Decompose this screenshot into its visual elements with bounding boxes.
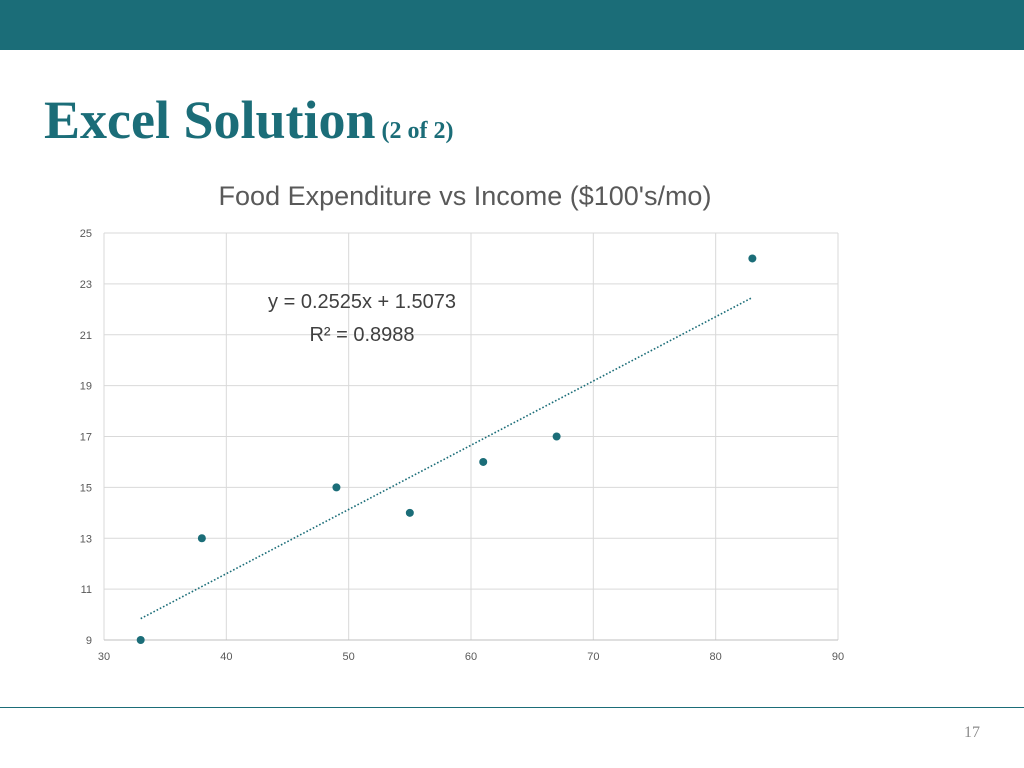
x-tick-label: 40 — [220, 651, 232, 663]
y-tick-label: 21 — [80, 330, 92, 342]
y-tick-label: 17 — [80, 432, 92, 444]
slide-title-main: Excel Solution — [44, 90, 376, 150]
y-tick-label: 9 — [86, 635, 92, 647]
y-tick-label: 25 — [80, 228, 92, 240]
trendline-line — [140, 296, 753, 620]
y-tick-label: 11 — [81, 584, 92, 596]
data-point — [405, 508, 414, 517]
chart-grid — [103, 232, 839, 641]
trendline — [140, 296, 753, 620]
page-number: 17 — [964, 724, 980, 741]
data-point — [552, 432, 561, 441]
y-tick-label: 23 — [80, 279, 92, 291]
x-tick-label: 30 — [98, 651, 110, 663]
trendline-equation: y = 0.2525x + 1.5073 — [268, 291, 456, 313]
x-tick-label: 70 — [587, 651, 599, 663]
x-tick-label: 90 — [832, 651, 844, 663]
top-banner — [0, 0, 1024, 50]
scatter-chart: Food Expenditure vs Income ($100's/mo) 9… — [80, 181, 844, 663]
data-points — [136, 254, 757, 644]
chart-title: Food Expenditure vs Income ($100's/mo) — [219, 181, 712, 211]
x-tick-label: 60 — [465, 651, 477, 663]
data-point — [332, 483, 341, 492]
data-point — [479, 457, 488, 466]
x-tick-label: 80 — [710, 651, 722, 663]
data-point — [748, 254, 757, 263]
x-tick-label: 50 — [343, 651, 355, 663]
data-point — [197, 534, 206, 543]
trendline-r-squared: R² = 0.8988 — [309, 324, 414, 346]
chart-axes: 9 11 13 15 17 19 21 23 25 30 40 50 60 70 80 90 — [80, 228, 844, 663]
data-point — [136, 636, 145, 644]
y-tick-label: 15 — [80, 482, 92, 494]
slide-title: Excel Solution (2 of 2) — [44, 84, 454, 167]
y-tick-label: 13 — [80, 533, 92, 545]
slide-title-subtitle: (2 of 2) — [381, 118, 454, 144]
footer-divider — [0, 707, 1024, 708]
y-tick-label: 19 — [80, 381, 92, 393]
